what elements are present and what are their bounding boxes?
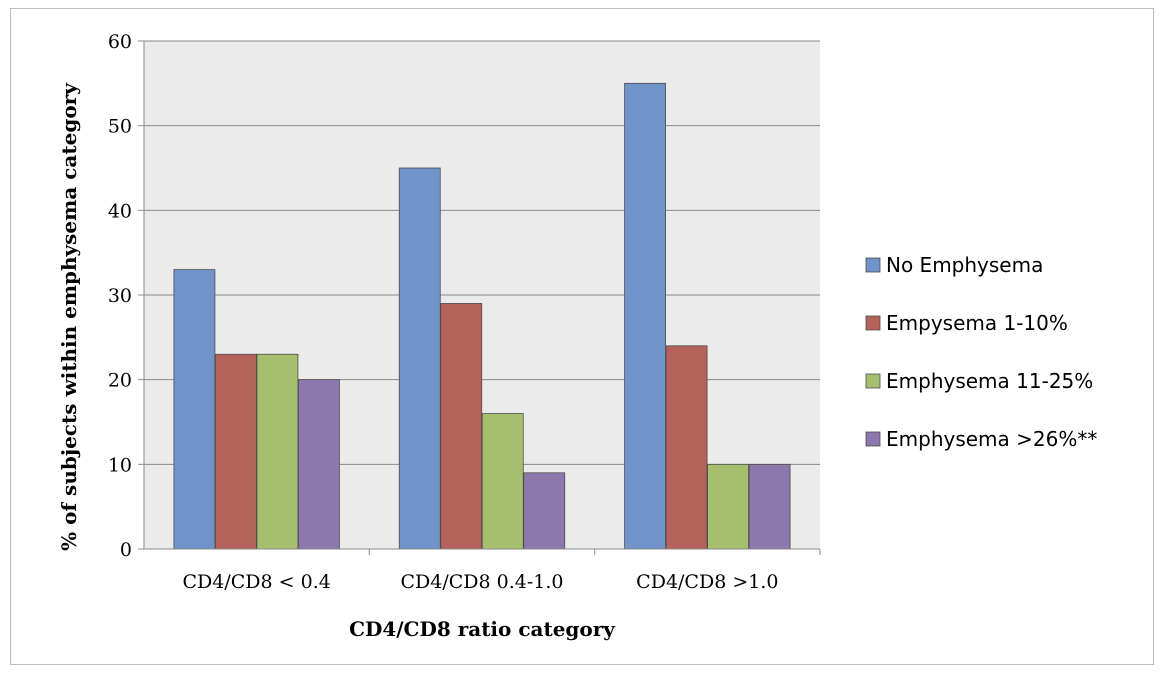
y-tick-label: 60 xyxy=(108,31,132,53)
y-tick-labels: 0 10 20 30 40 50 60 xyxy=(108,31,132,561)
x-tick-label: CD4/CD8 >1.0 xyxy=(636,571,778,593)
bar-1-1 xyxy=(173,269,216,550)
legend-swatch xyxy=(865,373,881,389)
x-axis-title: CD4/CD8 ratio category xyxy=(349,617,616,641)
bar-4-1 xyxy=(298,379,340,550)
bar-1-3 xyxy=(624,82,666,550)
bar-4-2 xyxy=(523,472,566,550)
legend-label: No Emphysema xyxy=(886,253,1043,277)
x-tick-label: CD4/CD8 0.4-1.0 xyxy=(400,571,563,593)
bars-group xyxy=(173,82,791,550)
x-tick-label: CD4/CD8 < 0.4 xyxy=(182,571,330,593)
y-axis-title: % of subjects within emphysema category xyxy=(57,82,81,551)
bar-4-3 xyxy=(748,463,791,550)
bar-2-2 xyxy=(440,303,483,550)
bar-3-3 xyxy=(707,463,749,550)
y-tick-label: 0 xyxy=(120,539,132,561)
y-tick-label: 20 xyxy=(108,370,132,392)
y-tick-label: 10 xyxy=(108,454,132,476)
bar-2-3 xyxy=(665,345,708,550)
legend-swatch xyxy=(865,257,881,273)
y-tick-label: 30 xyxy=(108,285,132,307)
bar-3-1 xyxy=(256,353,299,550)
legend-label: Emphysema 11-25% xyxy=(886,369,1093,393)
legend: No Emphysema Empysema 1-10% Emphysema 11-2… xyxy=(865,253,1097,451)
legend-swatch xyxy=(865,431,881,447)
legend-swatch xyxy=(865,315,881,331)
axes xyxy=(138,40,821,555)
bar-1-2 xyxy=(398,167,441,550)
legend-label: Empysema 1-10% xyxy=(886,311,1068,335)
bar-3-2 xyxy=(481,413,524,550)
bar-2-1 xyxy=(215,353,257,550)
x-tick-labels: CD4/CD8 < 0.4 CD4/CD8 0.4-1.0 CD4/CD8 >1.0 xyxy=(182,571,778,593)
y-tick-label: 50 xyxy=(108,116,132,138)
y-tick-label: 40 xyxy=(108,200,132,222)
legend-label: Emphysema >26%** xyxy=(886,427,1097,451)
